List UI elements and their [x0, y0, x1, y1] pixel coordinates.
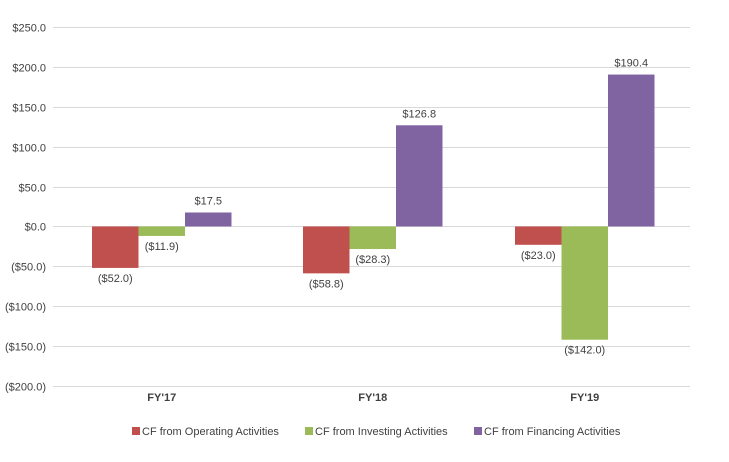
- bar-cf-from-financing-activities-2: [608, 74, 655, 227]
- legend-label: CF from Investing Activities: [315, 426, 448, 438]
- data-label: ($58.8): [309, 278, 344, 290]
- legend: CF from Operating Activities CF from Inve…: [132, 426, 621, 438]
- bar-cf-from-investing-activities-0: [138, 226, 185, 236]
- y-tick-label: ($100.0): [5, 302, 46, 314]
- y-tick-label: ($50.0): [11, 262, 46, 274]
- y-tick-label: $200.0: [12, 63, 46, 75]
- bar-cf-from-investing-activities-2: [561, 226, 608, 340]
- data-label: ($28.3): [355, 254, 390, 266]
- x-category-label: FY'19: [570, 392, 599, 404]
- x-category-label: FY'17: [147, 392, 176, 404]
- y-axis: $250.0 $200.0 $150.0 $100.0 $50.0 $0.0 ($50.0)…: [5, 23, 46, 394]
- y-tick-label: $0.0: [25, 222, 46, 234]
- legend-label: CF from Financing Activities: [484, 426, 621, 438]
- data-label: ($52.0): [98, 273, 133, 285]
- y-tick-label: ($150.0): [5, 342, 46, 354]
- legend-swatch: [474, 427, 482, 435]
- bar-cf-from-investing-activities-1: [349, 226, 396, 250]
- bar-cf-from-operating-activities-1: [303, 226, 350, 274]
- legend-swatch: [305, 427, 313, 435]
- y-tick-label: $50.0: [18, 183, 46, 195]
- bar-cf-from-operating-activities-0: [92, 226, 139, 268]
- data-label: $126.8: [402, 108, 436, 120]
- x-category-label: FY'18: [358, 392, 387, 404]
- y-tick-label: $250.0: [12, 23, 46, 35]
- data-labels: ($52.0) ($58.8) ($23.0) ($11.9) ($28.3) ($142…: [98, 58, 648, 357]
- legend-label: CF from Operating Activities: [142, 426, 279, 438]
- bars: [92, 74, 655, 340]
- data-label: ($142.0): [564, 345, 605, 357]
- y-tick-label: $150.0: [12, 103, 46, 115]
- bar-cf-from-operating-activities-2: [515, 226, 562, 245]
- data-label: $17.5: [194, 195, 222, 207]
- legend-swatch: [132, 427, 140, 435]
- data-label: $190.4: [614, 58, 648, 70]
- data-label: ($23.0): [521, 250, 556, 262]
- bar-cf-from-financing-activities-0: [185, 212, 232, 227]
- y-tick-label: $100.0: [12, 143, 46, 155]
- x-axis: FY'17 FY'18 FY'19: [147, 392, 599, 404]
- bar-cf-from-financing-activities-1: [396, 125, 443, 227]
- y-tick-label: ($200.0): [5, 382, 46, 394]
- data-label: ($11.9): [145, 241, 179, 253]
